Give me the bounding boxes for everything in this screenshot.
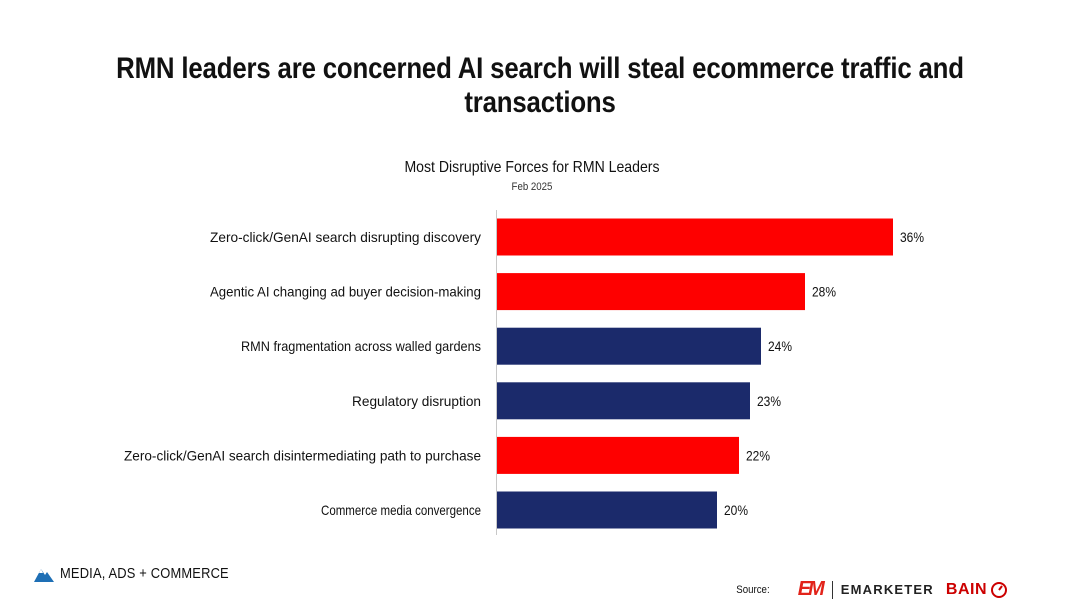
bar-chart: Zero-click/GenAI search disrupting disco… (124, 210, 924, 535)
emarketer-logo-mark: EM (797, 578, 825, 600)
chart-subtitle: Feb 2025 (511, 181, 553, 193)
bar (497, 218, 893, 256)
data-label: 36% (900, 229, 924, 245)
category-label: Regulatory disruption (352, 393, 481, 409)
footer-brand: MEDIA, ADS + COMMERCE (34, 565, 256, 582)
category-label: Commerce media convergence (321, 502, 481, 518)
data-label: 24% (768, 338, 792, 354)
category-label: Agentic AI changing ad buyer decision-ma… (210, 284, 481, 300)
category-label: RMN fragmentation across walled gardens (241, 338, 481, 354)
bar (497, 382, 750, 420)
bain-logo-text: BAIN (945, 580, 987, 598)
bar-group: Commerce media convergence 20% (321, 491, 748, 529)
category-label: Zero-click/GenAI search disrupting disco… (210, 229, 481, 245)
page-title: RMN leaders are concerned AI search will… (116, 52, 964, 119)
logo-divider (831, 580, 833, 599)
bain-circle-icon (991, 581, 1007, 598)
data-label: 22% (746, 447, 770, 463)
brand-text: MEDIA, ADS + COMMERCE (60, 565, 229, 582)
source-label: Source: (736, 583, 770, 596)
bar (497, 327, 761, 365)
emarketer-logo-text: EMARKETER (840, 582, 934, 597)
bar (497, 491, 717, 529)
bar-group: Zero-click/GenAI search disrupting disco… (210, 218, 924, 256)
mountain-logo-icon (34, 568, 54, 582)
bar (497, 273, 805, 311)
bar (497, 436, 739, 474)
bar-group: Regulatory disruption 23% (352, 382, 781, 420)
bar-group: RMN fragmentation across walled gardens 2… (241, 327, 792, 365)
bar-group: Zero-click/GenAI search disintermediatin… (124, 436, 770, 474)
category-label: Zero-click/GenAI search disintermediatin… (124, 447, 481, 463)
source-footer: Source: EM EMARKETER BAIN (734, 578, 1008, 601)
data-label: 20% (724, 502, 748, 518)
bar-group: Agentic AI changing ad buyer decision-ma… (210, 273, 836, 311)
bain-logo: BAIN (946, 581, 1008, 599)
data-label: 23% (757, 393, 781, 409)
chart-title: Most Disruptive Forces for RMN Leaders (404, 159, 660, 176)
data-label: 28% (812, 284, 836, 300)
